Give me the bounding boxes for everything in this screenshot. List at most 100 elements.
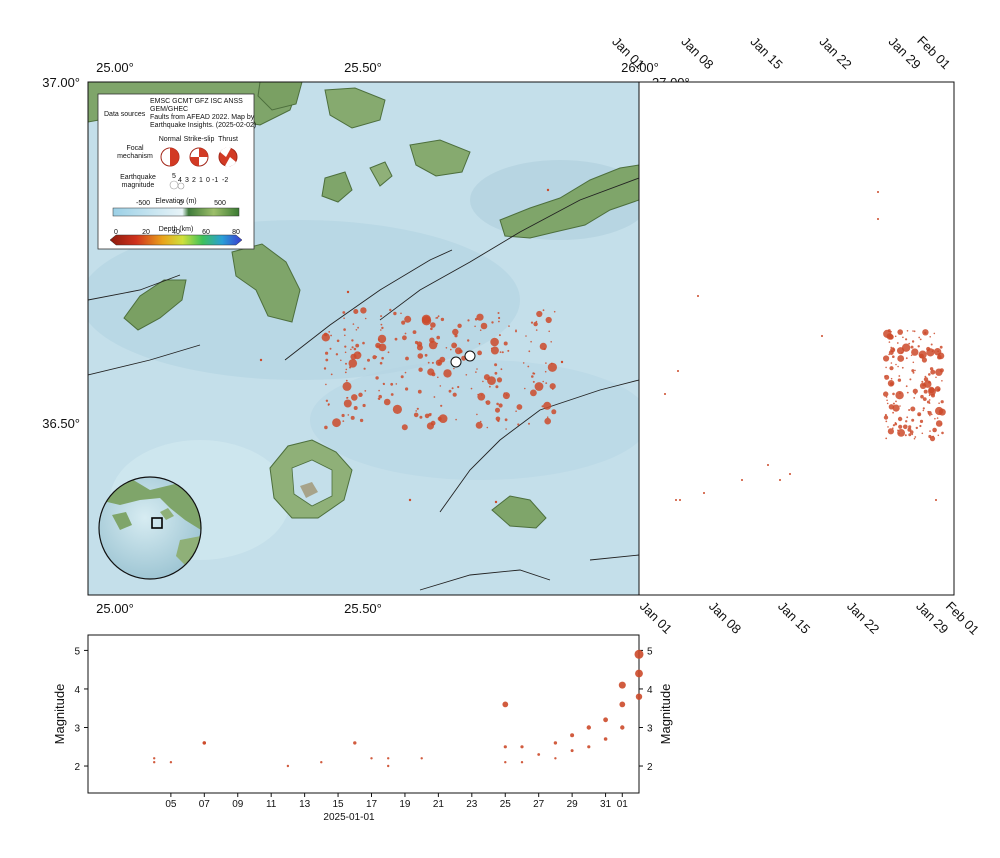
- time-latitude-marker: [892, 348, 895, 351]
- time-latitude-marker: [897, 416, 903, 422]
- epicenter-marker: [517, 423, 520, 426]
- time-latitude-marker: [886, 399, 888, 402]
- magnitude-y-ticks: 2 2 3 3 4 4 5 5: [74, 646, 653, 773]
- magnitude-1: 1: [199, 177, 203, 184]
- epicenter-marker: [325, 351, 329, 355]
- epicenter-marker: [478, 342, 481, 345]
- epicenter-marker: [503, 341, 508, 346]
- time-latitude-marker: [930, 343, 933, 346]
- epicenter-marker: [412, 330, 417, 334]
- y-tick-label-right: 5: [647, 646, 653, 657]
- time-latitude-marker: [935, 420, 943, 427]
- time-latitude-marker: [923, 377, 929, 382]
- epicenter-marker: [533, 372, 536, 375]
- y-tick-label-right: 4: [647, 685, 653, 696]
- magnitude-point: [420, 757, 423, 760]
- epicenter-marker: [543, 401, 552, 410]
- legend-data-sources-label: Data sources: [104, 111, 146, 118]
- time-latitude-marker: [889, 382, 894, 386]
- epicenter-marker: [452, 392, 457, 397]
- x-tick-label: 29: [567, 799, 579, 810]
- magnitude-point: [370, 757, 373, 760]
- epicenter-marker: [419, 415, 423, 419]
- epicenter-marker: [544, 417, 551, 425]
- legend-magnitude-scale: 5 4 3 2 1 0 -1 -2: [169, 173, 228, 190]
- time-latitude-marker: [914, 436, 917, 438]
- epicenter-marker: [498, 316, 501, 320]
- magnitude-minus-1: -1: [212, 177, 218, 184]
- time-latitude-marker: [921, 432, 924, 435]
- epicenter-marker: [362, 341, 365, 345]
- time-latitude-marker: [921, 380, 924, 383]
- elevation-tick-2: 0: [179, 200, 183, 207]
- inset-locator-box: [151, 517, 163, 529]
- time-latitude-marker: [892, 424, 896, 427]
- epicenter-marker: [350, 348, 352, 351]
- bottom-date-tick-label: Jan 08: [706, 599, 744, 637]
- epicenter-marker: [533, 321, 538, 327]
- magnitude-point: [603, 737, 608, 741]
- time-latitude-marker: [894, 335, 897, 338]
- time-latitude-marker: [897, 429, 899, 432]
- epicenter-marker: [560, 360, 564, 364]
- magnitude-point: [537, 753, 541, 756]
- bottom-date-tick-label: Feb 01: [943, 599, 982, 638]
- epicenter-marker: [378, 343, 387, 352]
- magnitude-point: [169, 761, 173, 764]
- epicenter-marker: [467, 339, 470, 342]
- epicenter-marker: [553, 310, 556, 313]
- magnitude-point: [619, 701, 626, 708]
- time-latitude-marker: [941, 380, 943, 382]
- time-latitude-marker: [921, 357, 928, 363]
- time-latitude-marker: [895, 391, 904, 400]
- epicenter-marker: [363, 367, 366, 370]
- time-latitude-marker: [924, 331, 927, 335]
- epicenter-marker: [486, 426, 489, 429]
- time-latitude-marker: [877, 218, 879, 220]
- epicenter-marker: [435, 317, 437, 319]
- inset-globe: [98, 476, 202, 580]
- magnitude-point: [554, 757, 557, 760]
- time-latitude-marker: [886, 402, 889, 405]
- y-tick-label: 5: [74, 646, 80, 657]
- time-latitude-marker: [929, 436, 936, 442]
- time-latitude-marker: [890, 347, 896, 353]
- epicenter-marker: [352, 323, 355, 325]
- time-latitude-marker: [936, 417, 939, 419]
- time-latitude-marker: [885, 437, 888, 440]
- epicenter-marker: [348, 359, 358, 368]
- epicenter-marker: [494, 363, 498, 367]
- x-tick-label: 01: [617, 799, 629, 810]
- epicenter-marker: [431, 361, 434, 364]
- magnitude-point: [286, 764, 290, 768]
- time-latitude-marker: [911, 340, 915, 343]
- legend-depth-title: Depth (km): [159, 226, 194, 233]
- epicenter-marker: [524, 387, 526, 390]
- legend-magnitude-label-2: magnitude: [122, 182, 155, 189]
- epicenter-marker: [476, 368, 478, 370]
- focal-mechanism-marker: [450, 356, 462, 368]
- magnitude-axis-title-left: Magnitude: [52, 684, 67, 745]
- x-tick-label: 11: [266, 799, 277, 810]
- epicenter-marker: [408, 498, 412, 502]
- magnitude-point: [387, 757, 390, 760]
- time-latitude-marker: [884, 375, 886, 377]
- epicenter-marker: [336, 339, 340, 343]
- time-latitude-marker: [887, 428, 895, 435]
- time-latitude-marker: [941, 431, 944, 435]
- time-latitude-marker: [741, 479, 743, 481]
- time-latitude-marker: [929, 367, 934, 371]
- time-latitude-marker: [917, 345, 920, 348]
- epicenter-marker: [443, 369, 452, 378]
- epicenter-marker: [545, 382, 548, 384]
- epicenter-marker: [364, 317, 367, 320]
- epicenter-marker: [351, 346, 354, 349]
- x-tick-label: 19: [399, 799, 411, 810]
- magnitude-points: [153, 649, 644, 768]
- magnitude-point: [553, 741, 558, 745]
- time-latitude-marker: [892, 392, 895, 396]
- focal-mechanism-marker: [464, 350, 476, 362]
- epicenter-marker: [325, 383, 327, 386]
